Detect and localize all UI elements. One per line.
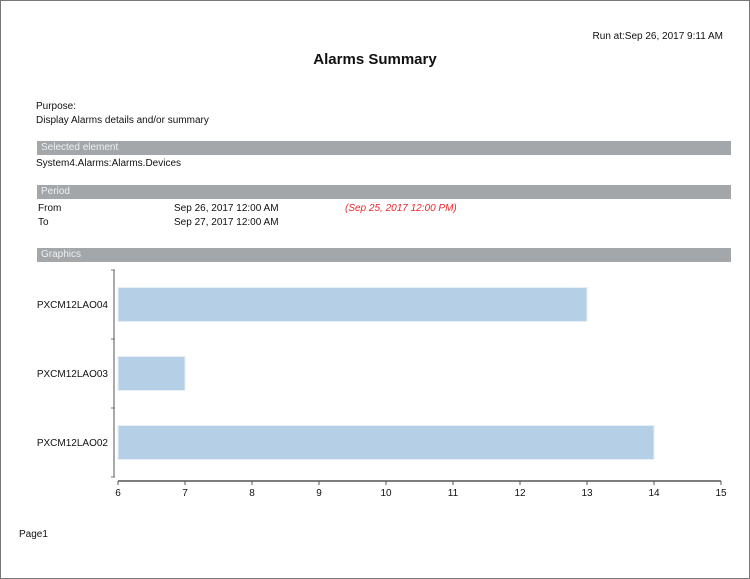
purpose-text: Display Alarms details and/or summary bbox=[36, 115, 209, 126]
bar-pxcm12lao03 bbox=[117, 356, 186, 391]
x-tick-label: 11 bbox=[448, 488, 459, 499]
bar-pxcm12lao04 bbox=[117, 287, 588, 322]
graphics-header: Graphics bbox=[37, 248, 731, 262]
x-tick-label: 9 bbox=[316, 488, 322, 499]
x-tick-label: 8 bbox=[249, 488, 255, 499]
from-alt-value: (Sep 25, 2017 12:00 PM) bbox=[345, 203, 457, 214]
x-tick-label: 12 bbox=[514, 488, 526, 499]
run-at-timestamp: Run at:Sep 26, 2017 9:11 AM bbox=[592, 31, 723, 42]
x-tick-label: 13 bbox=[581, 488, 593, 499]
selected-element-value: System4.Alarms:Alarms.Devices bbox=[36, 158, 182, 169]
bar-pxcm12lao02 bbox=[117, 425, 655, 460]
to-value: Sep 27, 2017 12:00 AM bbox=[174, 217, 279, 228]
from-value: Sep 26, 2017 12:00 AM bbox=[174, 203, 279, 214]
x-tick-label: 10 bbox=[380, 488, 392, 499]
category-label: PXCM12LAO03 bbox=[37, 369, 109, 380]
to-label: To bbox=[38, 217, 49, 228]
category-label: PXCM12LAO02 bbox=[37, 438, 109, 449]
bar-chart: PXCM12LAO04 PXCM12LAO03 PXCM12LAO02 6 7 8 9 10 1… bbox=[37, 269, 727, 499]
purpose-label: Purpose: bbox=[36, 101, 77, 112]
x-tick-label: 15 bbox=[715, 488, 727, 499]
report-title: Alarms Summary bbox=[313, 51, 437, 68]
x-tick-label: 6 bbox=[115, 488, 121, 499]
from-label: From bbox=[38, 203, 62, 214]
period-header: Period bbox=[37, 185, 731, 199]
page-number: Page1 bbox=[19, 529, 48, 540]
x-tick-label: 7 bbox=[182, 488, 188, 499]
selected-element-header: Selected element bbox=[37, 141, 731, 155]
x-tick-label: 14 bbox=[648, 488, 660, 499]
category-label: PXCM12LAO04 bbox=[37, 300, 109, 311]
